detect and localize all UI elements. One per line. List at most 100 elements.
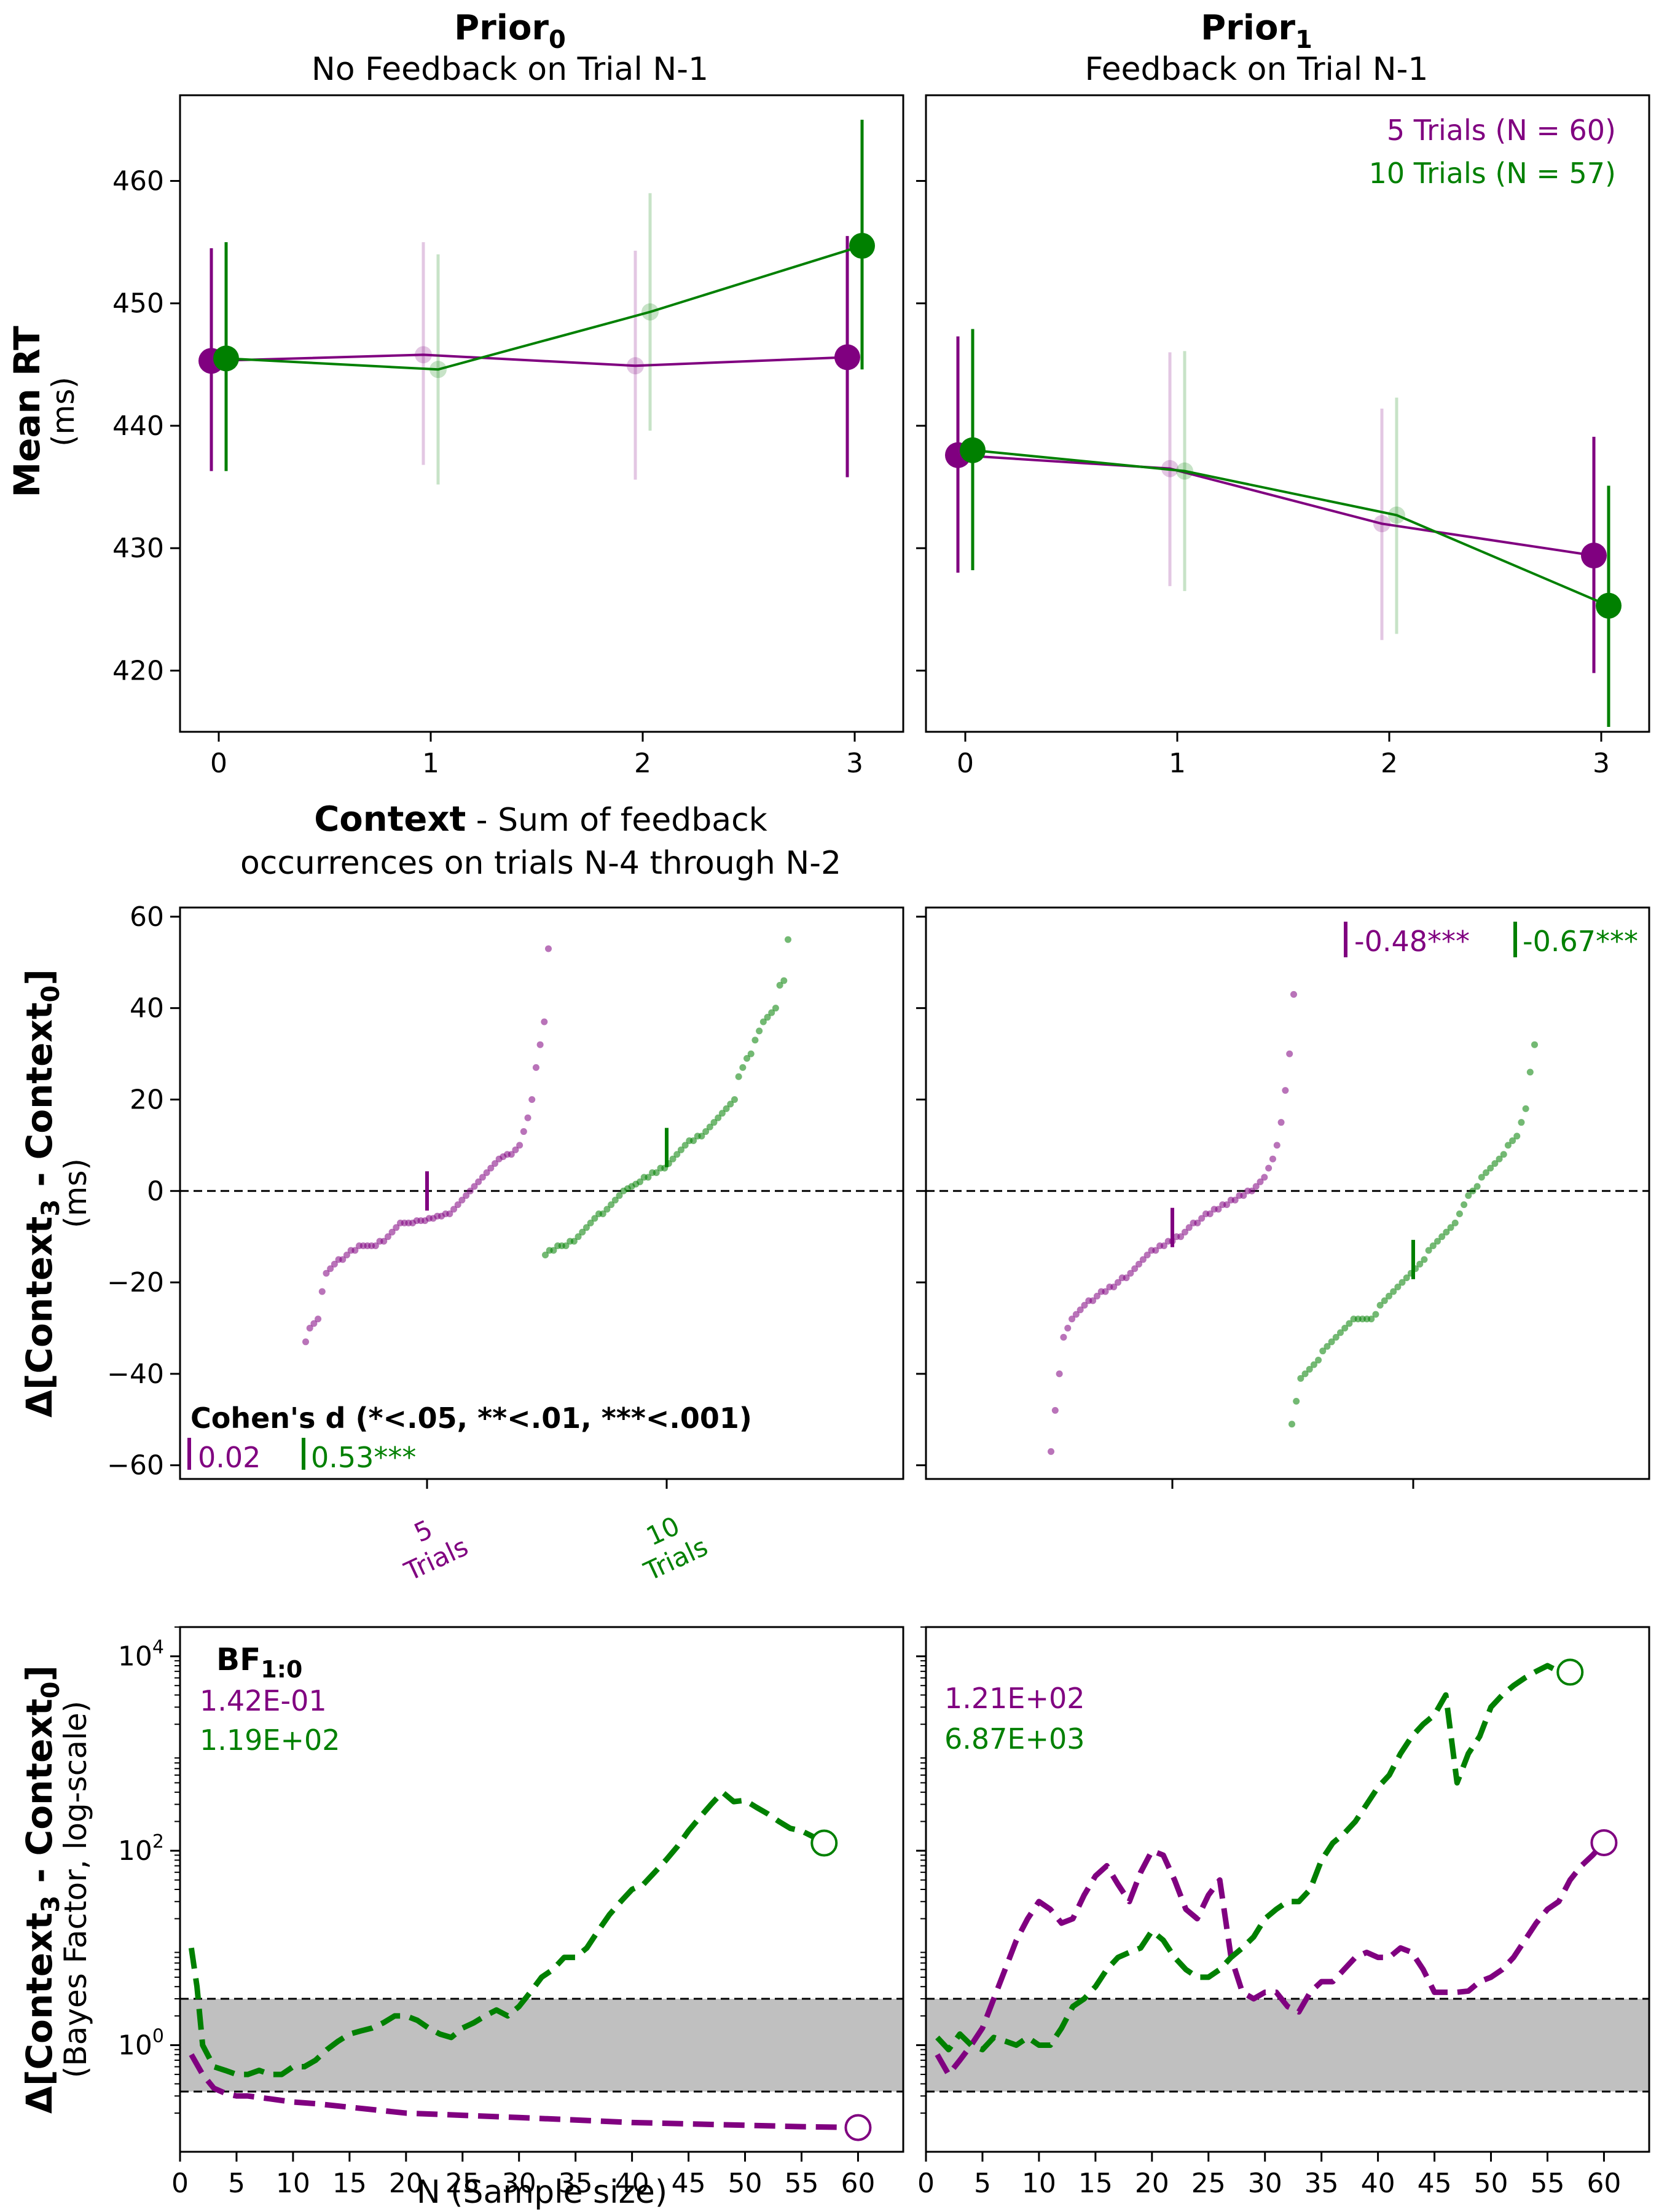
participant-point xyxy=(454,1201,461,1209)
participant-point xyxy=(463,1192,470,1199)
data-point xyxy=(1596,592,1622,619)
final-bf-marker xyxy=(810,1829,838,1857)
participant-point xyxy=(1051,1406,1059,1414)
participant-point xyxy=(1060,1333,1067,1341)
participant-point xyxy=(599,1210,606,1217)
participant-point xyxy=(562,1242,570,1250)
x-tick-label: 3 xyxy=(846,748,863,779)
participant-point xyxy=(1252,1183,1260,1190)
participant-point xyxy=(1206,1210,1214,1217)
participant-point xyxy=(339,1256,347,1263)
participant-point xyxy=(1429,1242,1437,1250)
participant-point xyxy=(380,1237,388,1245)
participant-point xyxy=(1332,1333,1339,1341)
y-tick-label: 0 xyxy=(147,1175,164,1207)
participant-point xyxy=(1143,1251,1151,1258)
x-tick-label: 1 xyxy=(1169,748,1186,779)
panel-bayes-prior1: 0 5 10 15 20 25 30 35 40 45 50 55 60 xyxy=(916,1626,1650,2199)
participant-point xyxy=(302,1338,309,1346)
participant-point xyxy=(1257,1178,1264,1185)
participant-point xyxy=(532,1064,539,1071)
participant-point xyxy=(1513,1132,1521,1140)
participant-point xyxy=(690,1137,697,1144)
participant-point xyxy=(1398,1279,1406,1286)
participant-point xyxy=(1491,1160,1499,1167)
participant-point xyxy=(1056,1370,1063,1378)
participant-point xyxy=(739,1064,747,1071)
participant-point xyxy=(1483,1169,1489,1177)
participant-point xyxy=(1469,1187,1477,1194)
x-tick-label: 45 xyxy=(672,2168,706,2199)
participant-point xyxy=(516,1142,524,1149)
participant-point xyxy=(731,1096,738,1103)
final-bf-marker xyxy=(1590,1829,1618,1856)
participant-point xyxy=(715,1114,722,1121)
participant-point xyxy=(1310,1361,1317,1368)
participant-point xyxy=(575,1233,582,1241)
participant-point xyxy=(1089,1297,1097,1304)
participant-point xyxy=(520,1128,527,1135)
participant-point xyxy=(1248,1187,1255,1194)
participant-point xyxy=(1048,1448,1054,1455)
y-tick-label: 40 xyxy=(130,993,164,1024)
participant-point xyxy=(1372,1311,1379,1318)
participant-point xyxy=(764,1014,771,1021)
participant-point xyxy=(780,977,788,984)
participant-point xyxy=(1324,1343,1331,1350)
participant-point xyxy=(1376,1301,1384,1309)
participant-point xyxy=(1416,1260,1424,1268)
participant-point xyxy=(1185,1224,1193,1231)
participant-point xyxy=(1081,1301,1088,1309)
x-tick-label: 25 xyxy=(445,2168,480,2199)
participant-point xyxy=(636,1178,643,1185)
cohen-d-ten-left: 0.53*** xyxy=(311,1441,416,1474)
participant-point xyxy=(1160,1242,1167,1250)
x-tick-label: 2 xyxy=(1381,748,1398,779)
data-point xyxy=(641,303,659,321)
x-tick-label: 25 xyxy=(1191,2168,1226,2199)
participant-point xyxy=(1394,1284,1402,1291)
final-bf-marker xyxy=(1556,1658,1584,1686)
participant-point xyxy=(1425,1247,1432,1254)
participant-point xyxy=(1522,1105,1529,1112)
participant-point xyxy=(706,1123,713,1131)
participant-point xyxy=(458,1196,466,1204)
legend-five-trials: 5 Trials (N = 60) xyxy=(1387,114,1616,147)
participant-point xyxy=(582,1224,590,1231)
participant-point xyxy=(1447,1224,1454,1231)
x-tick-label: 0 xyxy=(917,2168,935,2199)
x-tick-label: 5 xyxy=(228,2168,245,2199)
series-line xyxy=(211,353,848,367)
participant-point xyxy=(306,1324,313,1332)
data-point xyxy=(415,346,432,364)
participant-point xyxy=(1198,1215,1206,1222)
participant-point xyxy=(487,1164,495,1172)
x-tick-label: 0 xyxy=(210,748,227,779)
panel-bayes-prior0: 0 5 10 15 20 25 30 35 40 45 50 55 60 100 102 104 xyxy=(118,1626,904,2199)
participant-point xyxy=(776,981,783,989)
participant-point xyxy=(1473,1183,1481,1190)
participant-point xyxy=(1293,1398,1300,1405)
participant-point xyxy=(1443,1228,1450,1236)
participant-point xyxy=(1319,1347,1327,1355)
participant-point xyxy=(1181,1228,1188,1236)
participant-point xyxy=(372,1242,379,1250)
participant-point xyxy=(718,1110,726,1117)
x-tick-label: 10 xyxy=(276,2168,310,2199)
participant-point xyxy=(1273,1142,1281,1149)
participant-point xyxy=(528,1096,536,1103)
data-point xyxy=(213,345,239,372)
bf-ten-left: 1.19E+02 xyxy=(200,1724,340,1757)
row1-xlabel-line2: occurrences on trials N-4 through N-2 xyxy=(240,845,841,882)
series-line xyxy=(226,245,863,371)
data-point xyxy=(1176,462,1193,480)
participant-point xyxy=(1231,1196,1239,1204)
participant-point xyxy=(603,1206,611,1213)
participant-point xyxy=(343,1251,350,1258)
participant-point xyxy=(545,945,552,952)
row1-xlabel: Context - Sum of feedback xyxy=(314,799,767,839)
participant-point xyxy=(1277,1119,1285,1126)
participant-point xyxy=(1478,1174,1485,1181)
legend-ten-trials: 10 Trials (N = 57) xyxy=(1369,157,1616,190)
participant-point xyxy=(1315,1357,1322,1364)
